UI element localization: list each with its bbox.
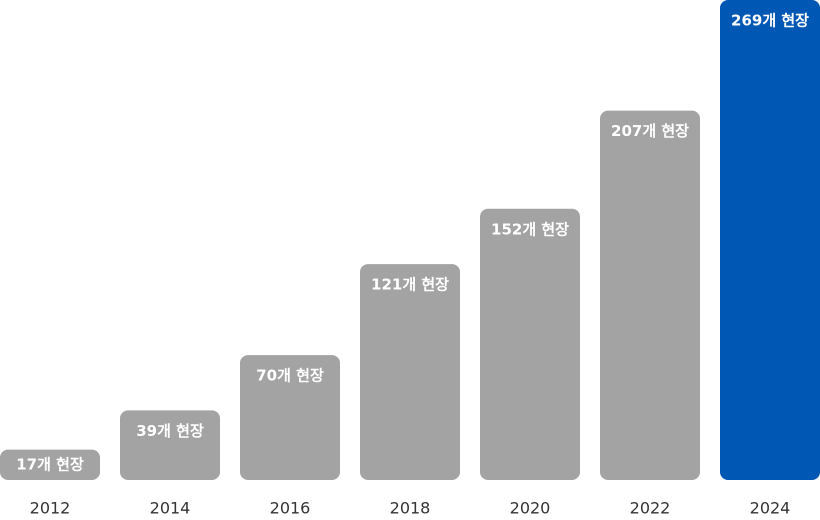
x-tick-label: 2016 [270, 499, 311, 518]
value-label: 152개 현장 [491, 220, 569, 238]
bar [600, 110, 700, 481]
value-label: 121개 현장 [371, 276, 449, 294]
bar [120, 410, 220, 480]
bar [480, 208, 580, 480]
x-tick-label: 2018 [390, 499, 431, 518]
x-tick-label: 2024 [750, 499, 791, 518]
bar [720, 0, 820, 480]
x-tick-label: 2012 [30, 499, 71, 518]
x-tick-label: 2014 [150, 499, 191, 518]
value-label: 17개 현장 [16, 455, 84, 473]
bar [0, 449, 100, 480]
x-tick-label: 2020 [510, 499, 551, 518]
bar [360, 264, 460, 480]
value-label: 39개 현장 [136, 422, 204, 440]
value-label: 207개 현장 [611, 122, 689, 140]
value-label: 70개 현장 [256, 367, 324, 385]
bar [240, 355, 340, 480]
x-tick-label: 2022 [630, 499, 671, 518]
value-label: 269개 현장 [731, 12, 809, 30]
